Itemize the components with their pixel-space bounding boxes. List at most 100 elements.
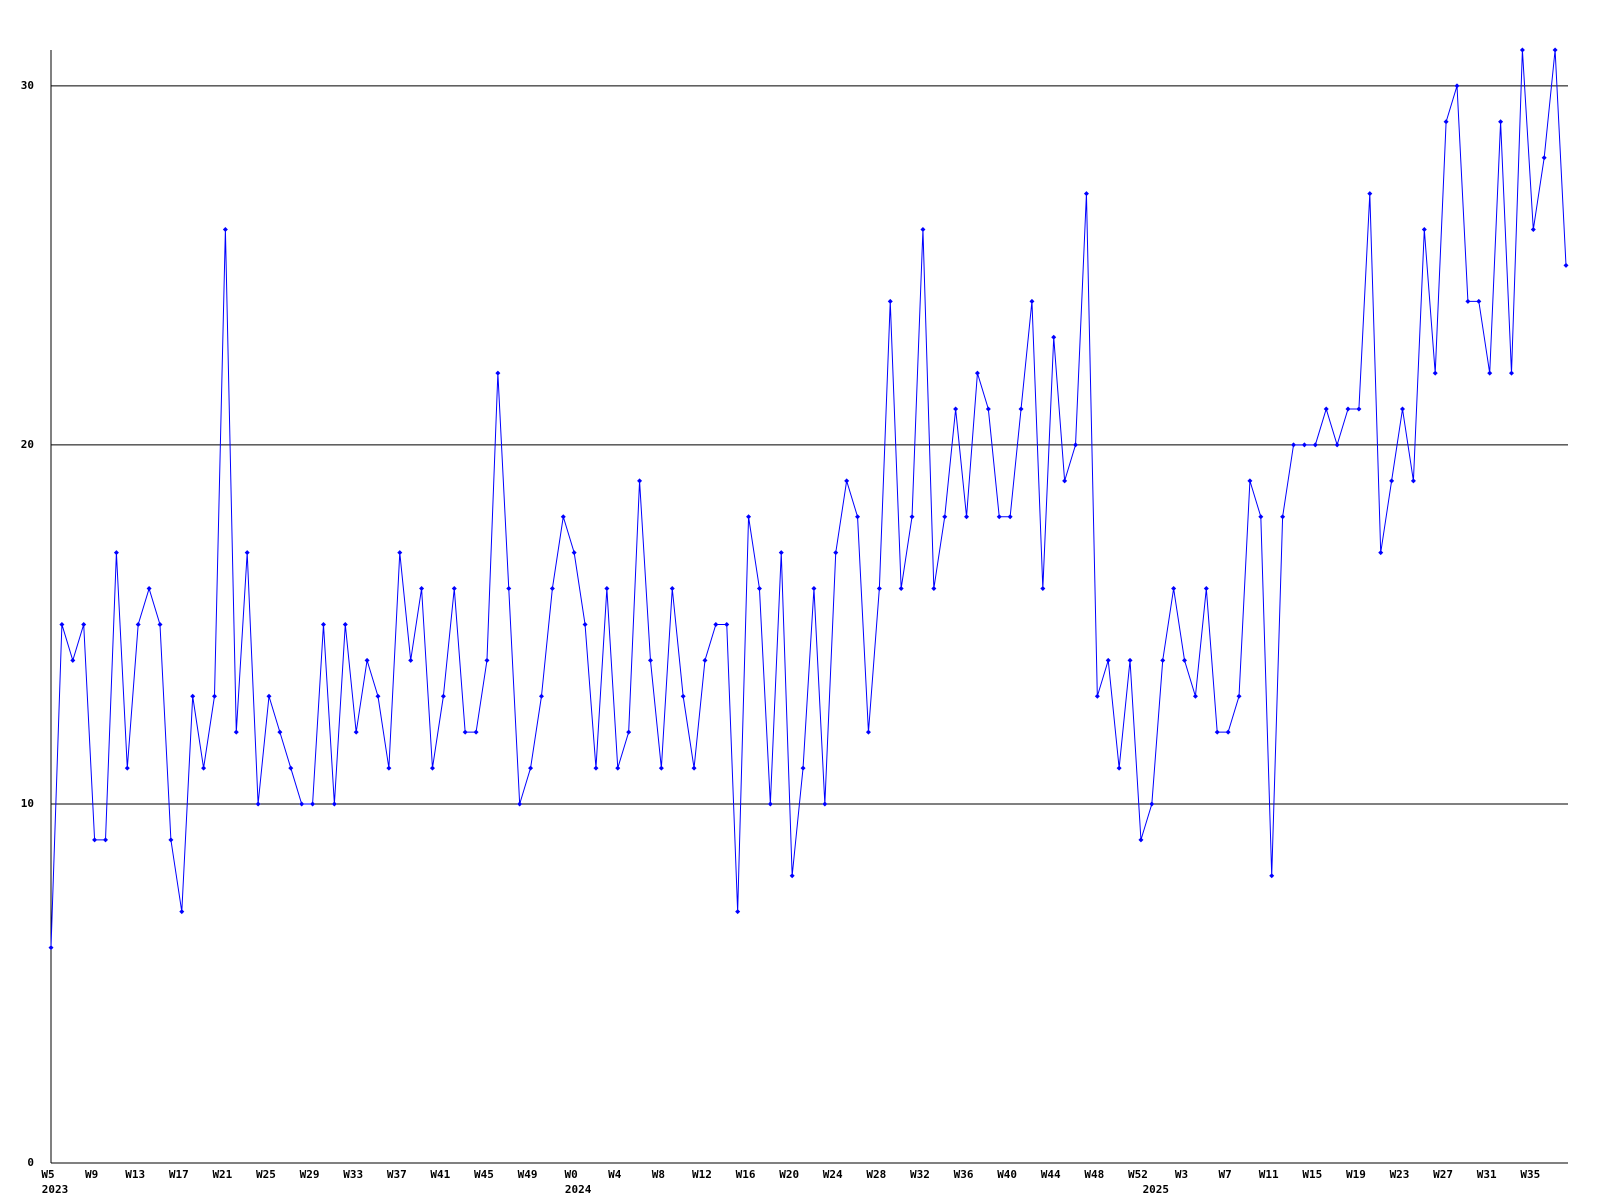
data-point bbox=[70, 657, 76, 663]
data-point bbox=[473, 729, 479, 735]
data-point bbox=[124, 765, 130, 771]
data-point bbox=[1094, 693, 1100, 699]
x-tick-label: W28 bbox=[866, 1168, 886, 1181]
data-point bbox=[429, 765, 435, 771]
data-point bbox=[1007, 514, 1013, 520]
x-tick-label: W20 bbox=[779, 1168, 799, 1181]
y-tick-label: 0 bbox=[27, 1156, 34, 1169]
data-point bbox=[604, 586, 610, 592]
x-tick-label: W15 bbox=[1302, 1168, 1322, 1181]
data-point bbox=[1083, 191, 1089, 197]
data-point bbox=[1269, 873, 1275, 879]
data-point bbox=[1073, 442, 1079, 448]
data-point bbox=[342, 621, 348, 627]
data-point bbox=[81, 621, 87, 627]
data-point bbox=[1519, 47, 1525, 53]
data-point bbox=[288, 765, 294, 771]
x-tick-label: W8 bbox=[652, 1168, 665, 1181]
data-point bbox=[1498, 119, 1504, 125]
data-point bbox=[244, 550, 250, 556]
data-point bbox=[778, 550, 784, 556]
data-point bbox=[440, 693, 446, 699]
x-tick-label: W48 bbox=[1084, 1168, 1104, 1181]
data-point bbox=[1487, 370, 1493, 376]
data-point bbox=[887, 298, 893, 304]
data-point bbox=[506, 586, 512, 592]
x-tick-label: W25 bbox=[256, 1168, 276, 1181]
x-tick-label: W23 bbox=[1390, 1168, 1410, 1181]
x-tick-label: W3 bbox=[1175, 1168, 1188, 1181]
data-point bbox=[1410, 478, 1416, 484]
data-point bbox=[397, 550, 403, 556]
data-point bbox=[1280, 514, 1286, 520]
data-point bbox=[211, 693, 217, 699]
year-label: 2024 bbox=[565, 1183, 592, 1196]
data-point bbox=[1312, 442, 1318, 448]
data-point bbox=[266, 693, 272, 699]
data-point bbox=[1149, 801, 1155, 807]
data-point bbox=[746, 514, 752, 520]
x-tick-label: W12 bbox=[692, 1168, 712, 1181]
data-point bbox=[1192, 693, 1198, 699]
data-point bbox=[495, 370, 501, 376]
data-point bbox=[1160, 657, 1166, 663]
x-tick-label: W5 bbox=[41, 1168, 54, 1181]
data-point bbox=[1400, 406, 1406, 412]
data-point bbox=[538, 693, 544, 699]
data-point bbox=[822, 801, 828, 807]
x-tick-label: W40 bbox=[997, 1168, 1017, 1181]
data-point bbox=[626, 729, 632, 735]
x-tick-label: W44 bbox=[1041, 1168, 1061, 1181]
data-point bbox=[484, 657, 490, 663]
x-tick-label: W29 bbox=[300, 1168, 320, 1181]
data-point bbox=[222, 227, 228, 233]
data-point bbox=[179, 909, 185, 915]
x-tick-label: W32 bbox=[910, 1168, 930, 1181]
data-point bbox=[691, 765, 697, 771]
data-point bbox=[637, 478, 643, 484]
data-line bbox=[50, 49, 1567, 948]
data-point bbox=[1105, 657, 1111, 663]
data-point bbox=[1225, 729, 1231, 735]
x-tick-label: W52 bbox=[1128, 1168, 1148, 1181]
year-label: 2023 bbox=[42, 1183, 69, 1196]
data-point bbox=[92, 837, 98, 843]
y-tick-label: 10 bbox=[21, 797, 34, 810]
data-point bbox=[756, 586, 762, 592]
data-point bbox=[1182, 657, 1188, 663]
data-point bbox=[1029, 298, 1035, 304]
data-point bbox=[1530, 227, 1536, 233]
data-point bbox=[1334, 442, 1340, 448]
data-point bbox=[135, 621, 141, 627]
data-point bbox=[1258, 514, 1264, 520]
data-point bbox=[844, 478, 850, 484]
data-point bbox=[942, 514, 948, 520]
x-tick-label: W33 bbox=[343, 1168, 363, 1181]
x-tick-label: W27 bbox=[1433, 1168, 1453, 1181]
x-tick-label: W13 bbox=[125, 1168, 145, 1181]
year-label: 2025 bbox=[1143, 1183, 1170, 1196]
data-point bbox=[571, 550, 577, 556]
data-point bbox=[1454, 83, 1460, 89]
data-point bbox=[320, 621, 326, 627]
data-point bbox=[593, 765, 599, 771]
data-point bbox=[364, 657, 370, 663]
data-point bbox=[1389, 478, 1395, 484]
data-point bbox=[920, 227, 926, 233]
data-point bbox=[168, 837, 174, 843]
data-point bbox=[1378, 550, 1384, 556]
data-point bbox=[560, 514, 566, 520]
data-point bbox=[1356, 406, 1362, 412]
data-point bbox=[735, 909, 741, 915]
data-point bbox=[1465, 298, 1471, 304]
data-point bbox=[146, 586, 152, 592]
x-tick-label: W41 bbox=[430, 1168, 450, 1181]
data-point bbox=[811, 586, 817, 592]
data-point bbox=[767, 801, 773, 807]
data-point bbox=[964, 514, 970, 520]
data-point bbox=[528, 765, 534, 771]
x-tick-label: W36 bbox=[954, 1168, 974, 1181]
data-point bbox=[582, 621, 588, 627]
